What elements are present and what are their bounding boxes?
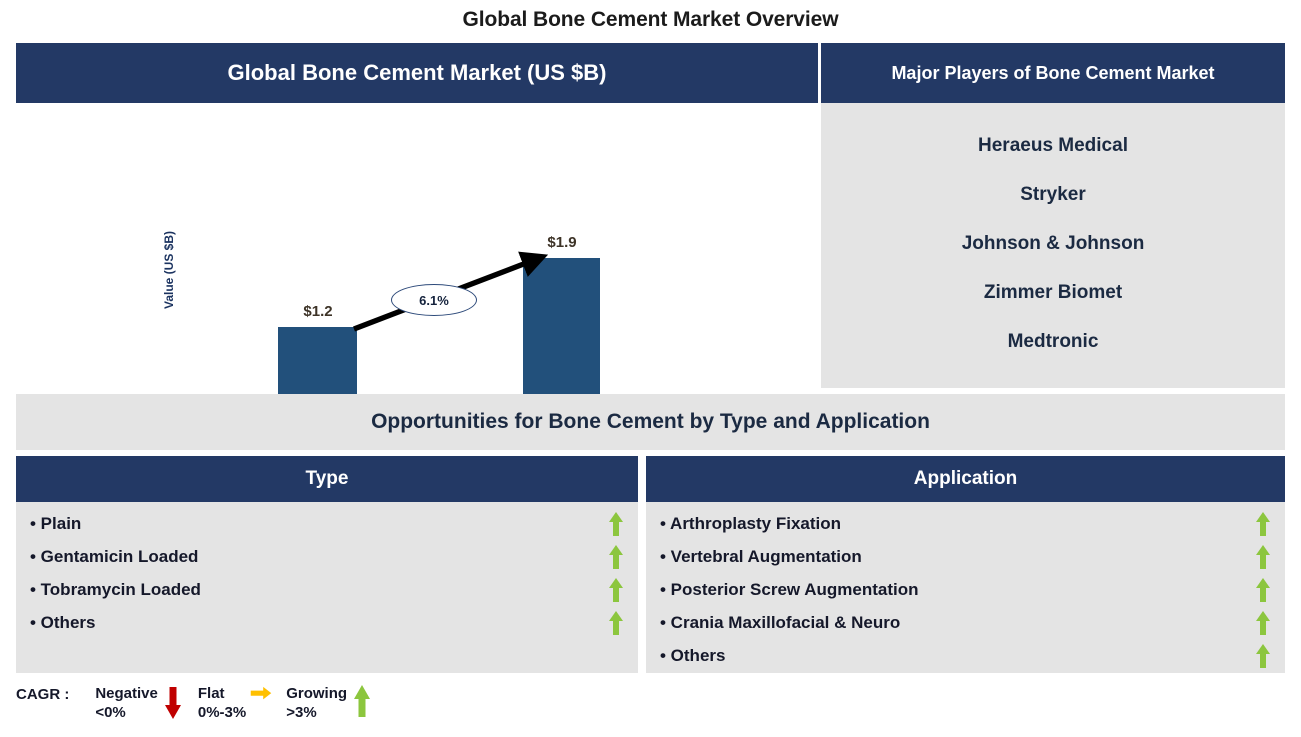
cagr-legend: CAGR : Negative <0% Flat 0%-3% Growing >… [16,684,387,732]
arrow-down-red-icon [162,684,184,720]
table-row: • Crania Maxillofacial & Neuro [646,606,1285,639]
players-panel-header: Major Players of Bone Cement Market [821,43,1285,103]
cagr-value-bubble: 6.1% [391,284,477,316]
chart-y-axis-label: Value (US $B) [162,230,176,309]
table-row: • Tobramycin Loaded [16,573,638,606]
arrow-up-green-icon [608,544,624,570]
opportunities-banner: Opportunities for Bone Cement by Type an… [16,394,1285,450]
list-item: Medtronic [1007,331,1099,352]
page-title: Global Bone Cement Market Overview [462,8,839,31]
arrow-up-green-icon [1255,577,1271,603]
legend-flat-label: Flat [197,685,225,702]
arrow-up-green-icon [1255,511,1271,537]
type-item-label: • Others [30,612,96,632]
table-row: • Arthroplasty Fixation [646,507,1285,540]
arrow-up-green-icon [1255,643,1271,669]
legend-flat-range: 0%-3% [197,703,247,721]
application-table-body: • Arthroplasty Fixation • Vertebral Augm… [646,502,1285,673]
arrow-up-green-icon [608,511,624,537]
table-row: • Others [16,606,638,639]
legend-negative-range: <0% [95,703,126,721]
arrow-right-yellow-icon [250,684,272,720]
chart-panel-header: Global Bone Cement Market (US $B) [16,43,818,103]
type-item-label: • Gentamicin Loaded [30,546,199,566]
type-item-label: • Tobramycin Loaded [30,579,201,599]
legend-item-growing: Growing >3% [286,684,381,723]
list-item: Stryker [1020,184,1086,205]
table-row: • Plain [16,507,638,540]
bar-value-2035: $1.9 [547,234,577,251]
list-item: Johnson & Johnson [961,233,1145,254]
type-table-header: Type [16,456,638,502]
table-row: • Vertebral Augmentation [646,540,1285,573]
table-row: • Gentamicin Loaded [16,540,638,573]
arrow-up-green-icon [351,684,373,720]
players-panel-body: Heraeus Medical Stryker Johnson & Johnso… [821,103,1285,388]
cagr-legend-title: CAGR : [16,686,70,703]
application-item-label: • Posterior Screw Augmentation [660,579,919,599]
legend-item-negative: Negative <0% [95,684,192,723]
legend-growing-range: >3% [286,703,317,721]
chart-panel-body: Value (US $B) $1.2 $1.9 2026 2035 6.1% S… [16,103,818,485]
bar-value-2026: $1.2 [303,303,333,320]
legend-item-flat: Flat 0%-3% [198,684,280,723]
arrow-up-green-icon [1255,610,1271,636]
table-row: • Others [646,639,1285,672]
application-item-label: • Arthroplasty Fixation [660,513,842,533]
table-row: • Posterior Screw Augmentation [646,573,1285,606]
application-table-header: Application [646,456,1285,502]
type-table-body: • Plain • Gentamicin Loaded • Tobramycin… [16,502,638,673]
arrow-up-green-icon [1255,544,1271,570]
arrow-up-green-icon [608,610,624,636]
legend-negative-label: Negative [95,685,158,702]
application-item-label: • Others [660,645,726,665]
arrow-up-green-icon [608,577,624,603]
list-item: Heraeus Medical [978,135,1128,156]
application-item-label: • Crania Maxillofacial & Neuro [660,612,901,632]
application-item-label: • Vertebral Augmentation [660,546,862,566]
legend-growing-label: Growing [286,685,348,702]
list-item: Zimmer Biomet [983,282,1123,303]
type-item-label: • Plain [30,513,82,533]
